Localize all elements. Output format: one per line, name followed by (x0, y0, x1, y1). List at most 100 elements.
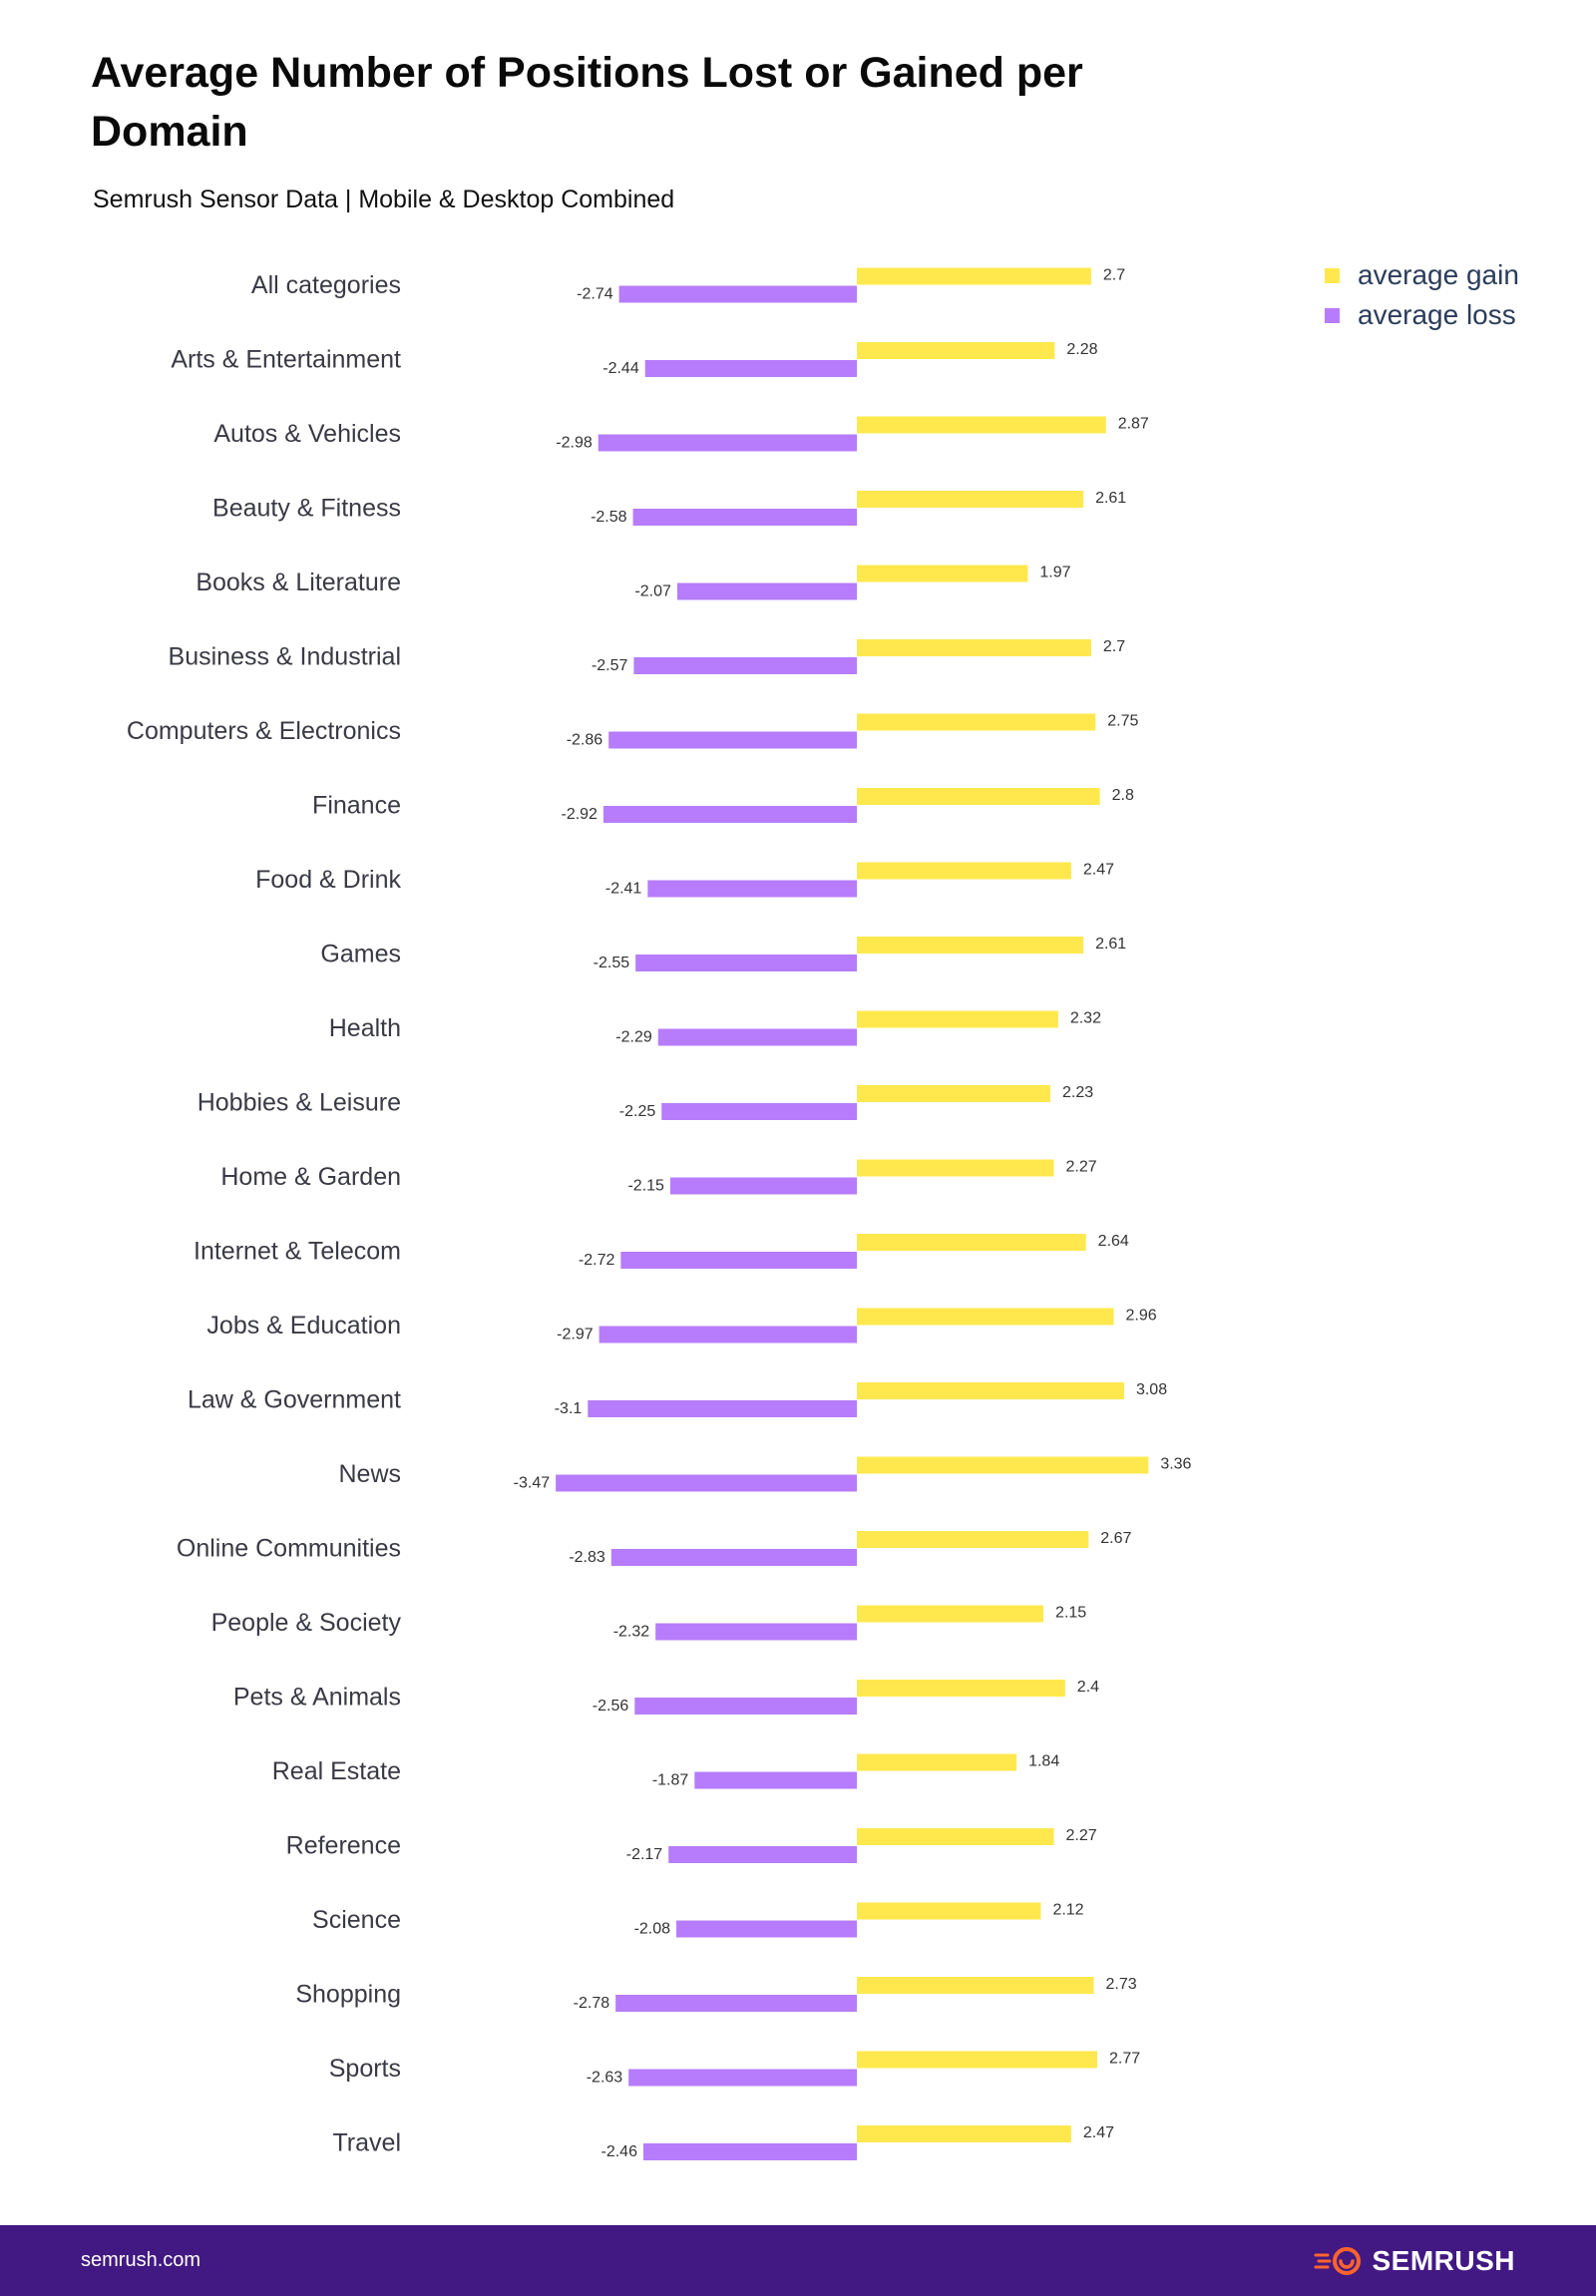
gain-bar (857, 1010, 1058, 1028)
bar-row: Sports 2.77 -2.63 (329, 2051, 1140, 2087)
category-label: Shopping (295, 1981, 401, 2009)
category-label: Travel (332, 2129, 401, 2157)
legend-label-loss: average loss (1358, 299, 1516, 330)
gain-bar (857, 713, 1096, 731)
category-label: Home & Garden (220, 1163, 401, 1191)
gain-bar (857, 1456, 1149, 1474)
loss-bar (634, 1698, 857, 1715)
loss-value-label: -2.56 (593, 1698, 629, 1715)
gain-bar (857, 1531, 1089, 1548)
semrush-flame-icon (1314, 2246, 1362, 2275)
gain-value-label: 2.32 (1070, 1010, 1101, 1027)
loss-bar (676, 1920, 857, 1938)
gain-bar (857, 2051, 1097, 2069)
loss-bar (633, 657, 857, 674)
gain-value-label: 2.73 (1106, 1976, 1137, 1993)
legend-swatch-loss (1325, 307, 1340, 323)
category-label: All categories (251, 271, 401, 299)
gain-bar (857, 862, 1071, 880)
gain-value-label: 2.8 (1112, 787, 1134, 804)
gain-value-label: 2.28 (1066, 341, 1097, 358)
loss-value-label: -2.55 (594, 955, 630, 971)
gain-value-label: 1.84 (1028, 1753, 1059, 1770)
footer-site-url: semrush.com (81, 2249, 201, 2271)
category-label: Health (329, 1014, 401, 1042)
loss-bar (642, 2143, 857, 2160)
gain-bar (857, 788, 1100, 805)
category-label: Online Communities (177, 1535, 401, 1563)
bar-row: Real Estate 1.84 -1.87 (272, 1753, 1059, 1789)
bar-row: Finance 2.8 -2.92 (312, 787, 1134, 823)
loss-bar (655, 1623, 857, 1641)
gain-bar (857, 2125, 1071, 2142)
gain-value-label: 2.7 (1103, 638, 1125, 655)
bar-row: Shopping 2.73 -2.78 (295, 1976, 1137, 2012)
gain-value-label: 2.27 (1065, 1827, 1096, 1844)
category-label: Law & Government (188, 1386, 401, 1414)
gain-value-label: 2.47 (1083, 862, 1114, 879)
category-label: Food & Drink (255, 866, 401, 894)
chart-title: Average Number of Positions Lost or Gain… (91, 49, 1083, 156)
bar-row: Law & Government 3.08 -3.1 (188, 1381, 1167, 1417)
loss-bar (644, 360, 857, 377)
loss-bar (556, 1474, 857, 1492)
loss-value-label: -2.63 (587, 2070, 623, 2087)
bar-row: Computers & Electronics 2.75 -2.86 (127, 713, 1138, 749)
category-label: People & Society (211, 1609, 402, 1637)
bar-row: People & Society 2.15 -2.32 (211, 1605, 1086, 1641)
category-label: Business & Industrial (169, 643, 401, 671)
bar-row: Hobbies & Leisure 2.23 -2.25 (198, 1084, 1093, 1120)
gain-value-label: 2.87 (1118, 416, 1149, 433)
loss-bar (620, 1252, 857, 1269)
gain-bar (857, 1308, 1114, 1326)
bar-row: Internet & Telecom 2.64 -2.72 (194, 1233, 1129, 1269)
loss-value-label: -3.47 (514, 1475, 551, 1492)
bar-row: Beauty & Fitness 2.61 -2.58 (212, 490, 1126, 526)
gain-value-label: 2.27 (1065, 1159, 1096, 1176)
gain-bar (857, 1753, 1017, 1771)
bar-row: Pets & Animals 2.4 -2.56 (233, 1679, 1099, 1715)
gain-value-label: 2.77 (1109, 2051, 1140, 2068)
gain-bar (857, 639, 1091, 656)
gain-bar (857, 491, 1084, 508)
gain-bar (857, 1605, 1044, 1623)
gain-bar (857, 565, 1028, 582)
gain-bar (857, 416, 1106, 434)
loss-value-label: -2.29 (615, 1029, 652, 1046)
loss-bar (598, 434, 857, 452)
loss-value-label: -3.1 (555, 1400, 583, 1417)
category-label: Arts & Entertainment (171, 346, 401, 374)
category-label: News (338, 1460, 401, 1488)
bar-row: Travel 2.47 -2.46 (332, 2124, 1114, 2160)
bar-row: Autos & Vehicles 2.87 -2.98 (213, 416, 1149, 452)
gain-value-label: 3.08 (1136, 1381, 1167, 1398)
loss-bar (668, 1846, 857, 1863)
loss-bar (647, 880, 857, 898)
category-label: Science (312, 1906, 401, 1934)
gain-value-label: 2.75 (1107, 713, 1138, 730)
legend-label-gain: average gain (1358, 259, 1519, 290)
category-label: Reference (286, 1832, 401, 1860)
loss-value-label: -2.44 (602, 360, 639, 377)
gain-value-label: 2.64 (1098, 1233, 1129, 1250)
loss-bar (602, 806, 857, 823)
chart-legend: average gain average loss (1325, 255, 1574, 335)
loss-bar (635, 955, 857, 971)
semrush-logo: SEMRUSH (1314, 2245, 1515, 2277)
loss-bar (669, 1177, 857, 1195)
semrush-logo-text: SEMRUSH (1372, 2244, 1515, 2276)
legend-item-gain: average gain (1325, 255, 1574, 295)
gain-bar (857, 1977, 1094, 1994)
loss-value-label: -1.87 (652, 1772, 689, 1789)
loss-value-label: -2.86 (567, 732, 603, 749)
loss-bar (628, 2069, 857, 2087)
bar-chart: All categories 2.7 -2.74 Arts & Entertainme… (127, 267, 1192, 2160)
legend-item-loss: average loss (1325, 295, 1574, 335)
chart-subtitle: Semrush Sensor Data | Mobile & Desktop C… (93, 186, 675, 213)
category-label: Books & Literature (196, 569, 401, 596)
gain-value-label: 2.7 (1103, 267, 1125, 284)
gain-bar (857, 342, 1055, 359)
loss-value-label: -2.07 (634, 583, 671, 600)
loss-value-label: -2.58 (591, 509, 627, 526)
loss-bar (588, 1400, 857, 1417)
